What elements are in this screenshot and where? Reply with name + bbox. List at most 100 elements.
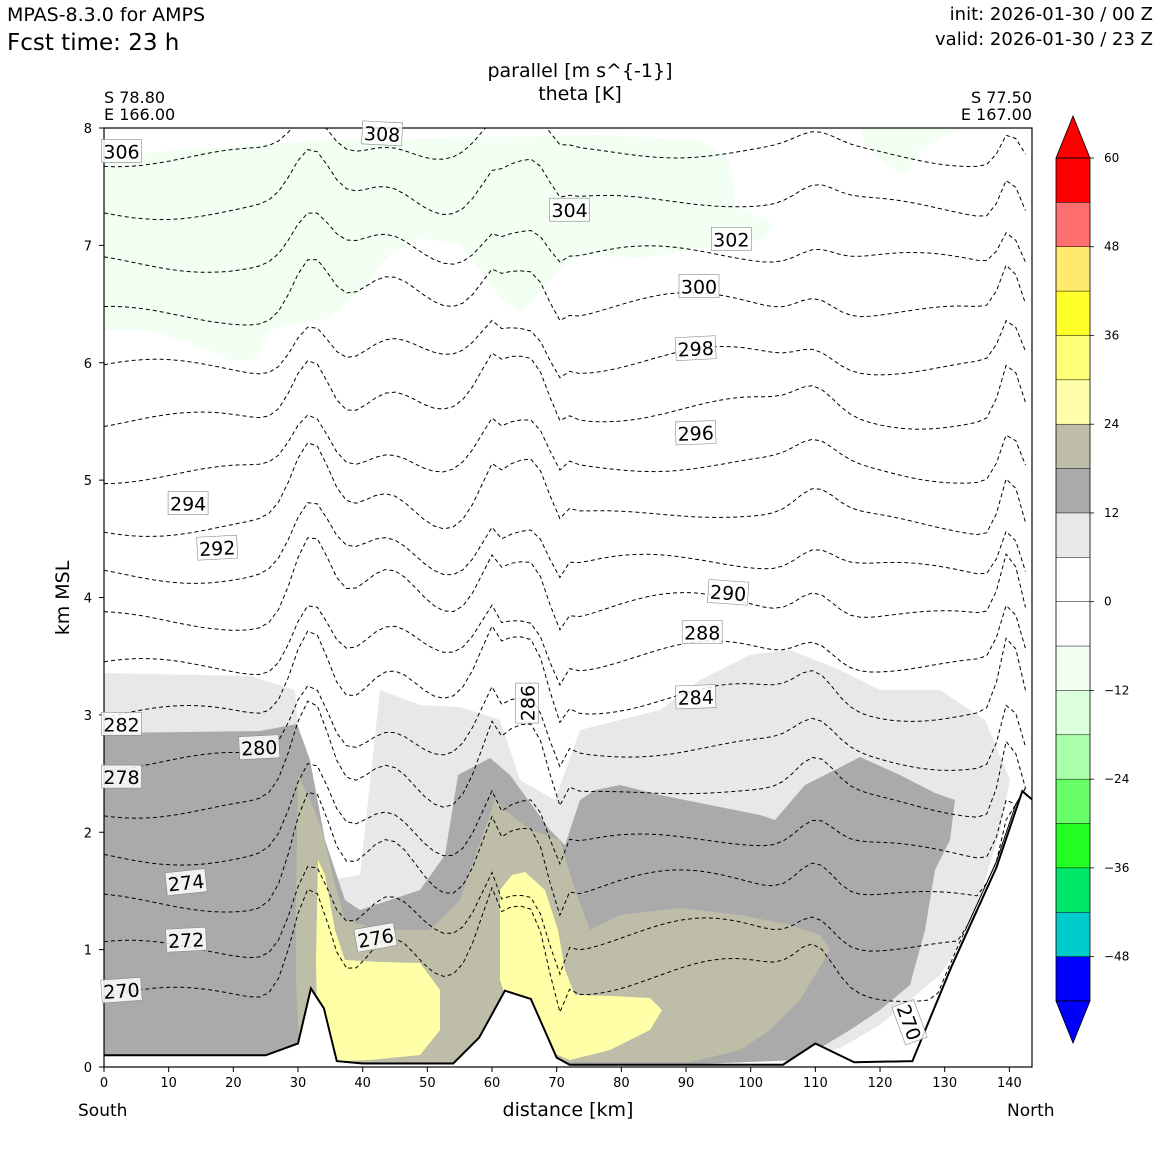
colorbar-bin — [1056, 468, 1090, 514]
contour-label-288: 288 — [681, 620, 723, 645]
colorbar-tick-label: 0 — [1104, 595, 1112, 609]
colorbar-bin — [1056, 512, 1090, 558]
contour-label-text: 284 — [677, 687, 714, 710]
colorbar-extend-max — [1055, 114, 1091, 159]
colorbar-bin — [1056, 202, 1090, 248]
contour-label-274: 274 — [164, 868, 208, 897]
contour-label-302: 302 — [710, 227, 752, 252]
field-title-parallel: parallel [m s^{-1}] — [487, 60, 673, 82]
forecast-time: Fcst time: 23 h — [7, 30, 180, 56]
theta-contour-278 — [104, 700, 1026, 819]
x-tick-label: 120 — [868, 1076, 893, 1091]
contour-label-box — [710, 227, 752, 251]
contour-label-286: 286 — [515, 682, 540, 724]
contour-label-292: 292 — [196, 534, 239, 561]
x-tick-label: 110 — [803, 1076, 828, 1091]
y-tick-label: 8 — [84, 122, 92, 137]
y-axis-label: km MSL — [52, 560, 74, 636]
valid-time: valid: 2026-01-30 / 23 Z — [935, 29, 1153, 50]
contour-label-box — [165, 926, 207, 953]
y-tick-label: 2 — [84, 826, 92, 841]
contour-label-270: 270 — [100, 977, 143, 1004]
colorbar-tick-label: −24 — [1104, 772, 1129, 786]
contour-label-text: 294 — [170, 494, 206, 516]
theta-contour-306 — [104, 105, 1026, 114]
contour-label-296: 296 — [674, 420, 717, 446]
contour-label-box — [164, 868, 208, 897]
colorbar-tick-label: 12 — [1104, 506, 1119, 520]
colorbar-extend-min — [1055, 1000, 1091, 1045]
colorbar-bin — [1056, 424, 1090, 469]
terrain-fill — [104, 791, 1032, 1067]
contour-label-text: 302 — [713, 230, 749, 252]
contour-label-box — [515, 682, 539, 724]
colorbar-tick-label: −12 — [1104, 683, 1129, 697]
contour-label-text: 288 — [684, 623, 720, 645]
contour-label-text: 270 — [892, 1002, 925, 1044]
theta-contour-272 — [104, 787, 1026, 976]
colorbar-tick-label: 60 — [1104, 151, 1119, 165]
terrain — [104, 789, 1032, 1067]
contour-label-284: 284 — [674, 684, 717, 710]
terrain-line — [104, 789, 1032, 1066]
contour-label-box — [674, 335, 717, 362]
theta-contour-300 — [104, 212, 1026, 273]
contour-label-290: 290 — [707, 579, 750, 606]
contour-label-304: 304 — [549, 197, 590, 222]
x-tick-label: 0 — [100, 1076, 108, 1091]
colorbar-frame — [1055, 157, 1091, 1002]
field-title-theta: theta [K] — [538, 83, 622, 105]
contour-label-box — [101, 139, 142, 163]
contour-label-272: 272 — [165, 926, 207, 953]
contour-label-text: 270 — [103, 979, 141, 1003]
y-tick-label: 6 — [84, 357, 92, 372]
contour-label-text: 300 — [681, 277, 717, 299]
x-tick-label: 130 — [932, 1076, 957, 1091]
colorbar-bin — [1056, 646, 1090, 691]
colorbar-bin — [1056, 557, 1090, 603]
contour-label-text: 286 — [518, 685, 540, 721]
theta-contour-302 — [104, 149, 1026, 221]
end-longitude: E 167.00 — [960, 105, 1032, 124]
x-tick-label: 80 — [613, 1076, 630, 1091]
colorbar-bin — [1056, 379, 1090, 425]
contour-label-306: 306 — [101, 139, 142, 164]
colorbar-bin — [1056, 291, 1090, 336]
x-tick-label: 100 — [738, 1076, 763, 1091]
north-label: North — [1007, 1101, 1055, 1121]
contour-label-box — [681, 620, 723, 645]
contour-label-text: 278 — [103, 767, 139, 789]
colorbar-bin — [1056, 779, 1090, 824]
contour-label-box — [100, 977, 143, 1004]
contour-label-278: 278 — [101, 764, 142, 789]
colorbar-bin — [1056, 956, 1090, 1002]
contour-label-box — [196, 534, 239, 561]
y-tick-label: 4 — [84, 592, 92, 607]
x-tick-label: 60 — [484, 1076, 501, 1091]
contour-label-box — [101, 764, 142, 789]
x-tick-label: 40 — [354, 1076, 371, 1091]
theta-contour-290 — [104, 442, 1026, 537]
contour-label-308: 308 — [361, 120, 404, 147]
contour-label-box — [238, 734, 281, 761]
contour-label-300: 300 — [678, 274, 720, 299]
theta-contour-286 — [104, 537, 1026, 631]
contour-label-text: 274 — [167, 871, 205, 897]
shading-layer — [104, 128, 1010, 1064]
contour-label-280: 280 — [238, 734, 281, 761]
contour-label-text: 308 — [363, 123, 400, 147]
contour-label-text: 280 — [241, 737, 278, 761]
contour-label-text: 296 — [677, 423, 714, 446]
theta-contour-304 — [104, 128, 1026, 168]
colorbar-bin — [1056, 690, 1090, 736]
contour-label-text: 298 — [677, 338, 714, 362]
shade-yellow-left — [316, 860, 440, 1062]
x-tick-label: 20 — [225, 1076, 242, 1091]
contour-labels: 308 306 304 302 300 298 296 294 292 290 288 286 284 2… — [100, 120, 928, 1046]
contour-label-box — [674, 684, 717, 710]
x-tick-label: 70 — [548, 1076, 565, 1091]
colorbar-bin — [1056, 601, 1090, 647]
contour-label-298: 298 — [674, 335, 717, 362]
contour-label-276: 276 — [353, 922, 398, 953]
